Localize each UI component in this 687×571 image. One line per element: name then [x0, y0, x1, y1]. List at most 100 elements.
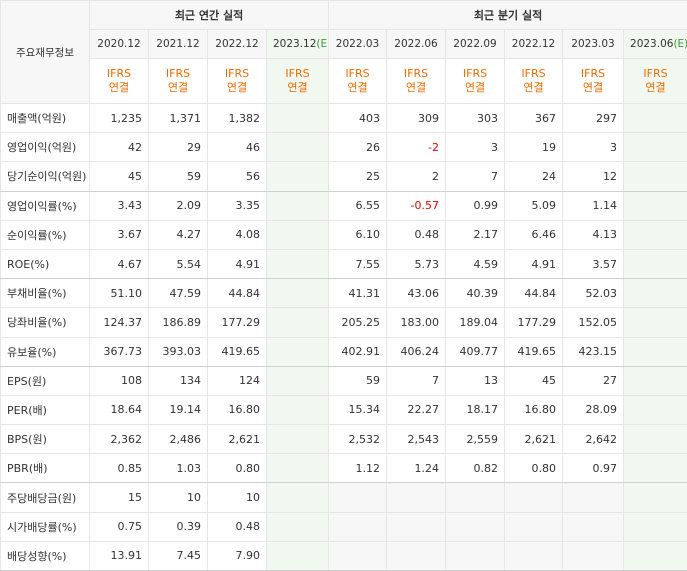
ifrs-label: IFRS [630, 67, 681, 81]
value-cell: 393.03 [149, 337, 208, 366]
value-cell [446, 512, 505, 541]
value-cell: 2,362 [90, 425, 149, 454]
value-cell [505, 483, 563, 512]
estimate-mark: (E) [316, 38, 328, 50]
value-cell: 19 [505, 133, 563, 162]
value-cell: 177.29 [208, 308, 267, 337]
value-cell [624, 454, 687, 483]
value-cell [387, 541, 446, 570]
value-cell: 46 [208, 133, 267, 162]
value-cell [267, 133, 329, 162]
value-cell [624, 395, 687, 424]
period-date: 2022.12 [215, 38, 258, 50]
value-cell: 5.09 [505, 191, 563, 220]
period-header: 2023.06(E) [624, 30, 687, 59]
value-cell: 59 [149, 162, 208, 191]
ifrs-label: IFRS [335, 67, 380, 81]
value-cell: 186.89 [149, 308, 208, 337]
value-cell [624, 133, 687, 162]
period-header: 2022.12 [208, 30, 267, 59]
value-cell: 16.80 [208, 395, 267, 424]
period-header: 2022.09 [446, 30, 505, 59]
value-cell [624, 191, 687, 220]
value-cell: 1,382 [208, 104, 267, 133]
row-label: 부채비율(%) [1, 279, 90, 308]
row-label: 배당성향(%) [1, 541, 90, 570]
annual-section-title: 최근 연간 실적 [90, 1, 329, 30]
value-cell: 134 [149, 366, 208, 395]
value-cell: 44.84 [505, 279, 563, 308]
row-label: 영업이익률(%) [1, 191, 90, 220]
consolidated-label: 연결 [452, 81, 498, 95]
value-cell: 1.12 [329, 454, 387, 483]
value-cell: 297 [563, 104, 624, 133]
value-cell: 47.59 [149, 279, 208, 308]
ifrs-label: IFRS [452, 67, 498, 81]
value-cell [267, 366, 329, 395]
value-cell: 1.14 [563, 191, 624, 220]
value-cell [624, 337, 687, 366]
consolidated-label: 연결 [335, 81, 380, 95]
consolidated-label: 연결 [96, 81, 142, 95]
value-cell: 51.10 [90, 279, 149, 308]
value-cell: 15 [90, 483, 149, 512]
value-cell: 24 [505, 162, 563, 191]
value-cell: 45 [505, 366, 563, 395]
value-cell: 44.84 [208, 279, 267, 308]
period-header: 2022.12 [505, 30, 563, 59]
value-cell [387, 512, 446, 541]
quarter-section-title: 최근 분기 실적 [329, 1, 687, 30]
value-cell: 13 [446, 366, 505, 395]
value-cell: 25 [329, 162, 387, 191]
ifrs-label: IFRS [96, 67, 142, 81]
value-cell: 22.27 [387, 395, 446, 424]
period-header: 2021.12 [149, 30, 208, 59]
value-cell: 3.43 [90, 191, 149, 220]
row-label: 순이익률(%) [1, 220, 90, 249]
value-cell: 367 [505, 104, 563, 133]
value-cell: 419.65 [208, 337, 267, 366]
row-label: 시가배당률(%) [1, 512, 90, 541]
value-cell: 41.31 [329, 279, 387, 308]
value-cell: 309 [387, 104, 446, 133]
value-cell: 40.39 [446, 279, 505, 308]
period-date: 2020.12 [97, 38, 140, 50]
value-cell: 2,543 [387, 425, 446, 454]
consolidated-label: 연결 [511, 81, 556, 95]
value-cell: 2,532 [329, 425, 387, 454]
value-cell [624, 483, 687, 512]
period-header: 2022.03 [329, 30, 387, 59]
row-label: 매출액(억원) [1, 104, 90, 133]
row-label: 주당배당금(원) [1, 483, 90, 512]
value-cell: 2,559 [446, 425, 505, 454]
period-date: 2023.06 [630, 38, 673, 50]
period-date: 2022.09 [453, 38, 496, 50]
row-label: EPS(원) [1, 366, 90, 395]
value-cell: -2 [387, 133, 446, 162]
consolidated-label: 연결 [273, 81, 322, 95]
value-cell: 108 [90, 366, 149, 395]
row-label: 유보율(%) [1, 337, 90, 366]
ifrs-label: IFRS [273, 67, 322, 81]
value-cell [624, 279, 687, 308]
value-cell: 4.13 [563, 220, 624, 249]
estimate-mark: (E) [673, 38, 687, 50]
value-cell: 419.65 [505, 337, 563, 366]
value-cell: 3.57 [563, 249, 624, 278]
value-cell: 6.10 [329, 220, 387, 249]
value-cell: 4.67 [90, 249, 149, 278]
value-cell: 7 [387, 366, 446, 395]
value-cell: 29 [149, 133, 208, 162]
